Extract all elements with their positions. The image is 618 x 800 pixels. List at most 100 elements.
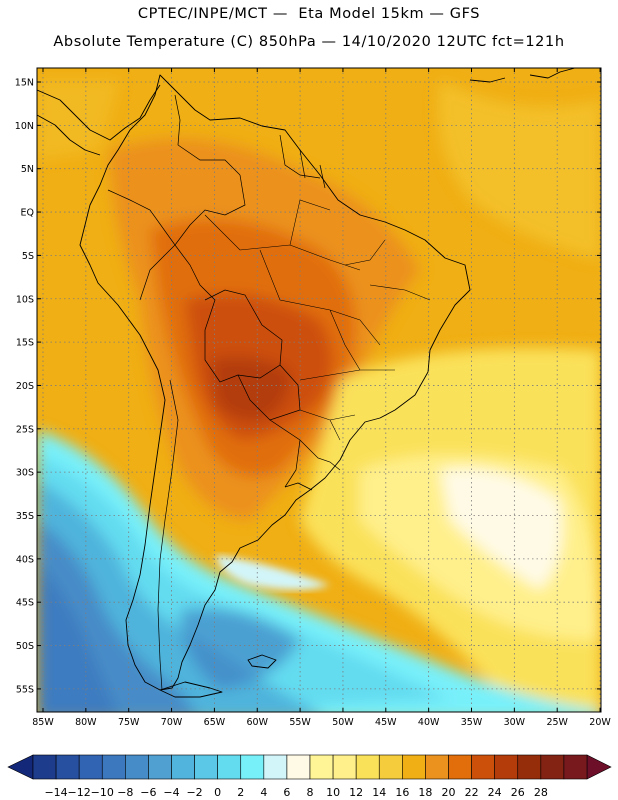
latitude-labels: 15N 10N 5N EQ 5S 10S 15S 20S 25S 30S 35S 40S 45S 50S 5… [15,78,34,696]
latitude-label: 40S [16,554,34,565]
border-peru-brazil [174,244,216,331]
longitude-label: 20W [589,717,611,728]
colorbar-swatch [240,754,265,780]
field-patch-neg8 [37,560,117,712]
map-title-variable: Absolute Temperature (C) 850hPa — 14/10/… [53,34,565,50]
field-patch-6 [215,555,330,590]
longitude-label: 40W [418,717,440,728]
colorbar-swatch [55,754,80,780]
longitude-label: 75W [118,717,140,728]
border-argentina-brazil-uruguay [269,419,341,488]
caribbean-islands [469,68,576,83]
colorbar-swatch [355,754,380,780]
latitude-label: 15N [15,78,34,89]
colorbar-swatch [448,754,472,780]
latitude-label: 50S [16,641,34,652]
colorbar-swatch [332,754,357,780]
field-patch-16b [37,80,120,160]
colorbar-swatch [471,754,495,780]
longitude-label: 55W [289,717,311,728]
colorbar-label: 22 [465,786,479,799]
border-brazil-states [204,199,431,441]
latitude-label: 20S [16,381,34,392]
latitude-label: 55S [16,684,34,695]
plot-frame [36,67,602,713]
river-plate [284,482,313,491]
border-venezuela-colombia [174,94,241,176]
field-patch-8 [440,468,563,590]
colorbar-swatch [148,754,172,780]
country-borders [107,94,431,691]
colorbar-label: 20 [442,786,456,799]
longitude-label: 45W [375,717,397,728]
colorbar-swatch [171,754,195,780]
latitude-label: 35S [16,511,34,522]
border-paraguay [237,364,301,421]
colorbar-swatch [101,754,126,780]
map-title-model: CPTEC/INPE/MCT — Eta Model 15km — GFS [137,6,481,22]
colorbar-label: 2 [237,786,244,799]
colorbar-swatch [540,754,565,780]
colorbar-label: 28 [534,786,548,799]
south-america-coastline [79,74,471,691]
central-america-coastline [37,84,161,141]
colorbar-label: 12 [349,786,363,799]
falklands [247,654,277,669]
colorbar-label: −2 [186,786,202,799]
colorbar-label: 24 [488,786,502,799]
colorbar-swatch [494,754,519,780]
colorbar-label: 18 [418,786,432,799]
latitude-label: 15S [16,338,34,349]
colorbar-label: 8 [307,786,314,799]
tick-marks [37,68,601,712]
colorbar-swatch [194,754,218,780]
colorbar-label: 10 [326,786,340,799]
longitude-label: 35W [461,717,483,728]
colorbar-swatch [217,754,242,780]
colorbar-swatch [125,754,149,780]
longitude-label: 85W [32,717,54,728]
longitude-label: 60W [247,717,269,728]
colorbar-swatch [286,754,311,780]
colorbar-right-arrow [586,754,612,780]
border-brazil-north [174,174,246,246]
temperature-field [37,68,601,712]
border-chile-argentina [157,379,179,691]
latitude-label: 10N [15,121,34,132]
graticule [37,68,601,712]
colorbar-swatch [402,754,426,780]
colorbar-swatch [425,754,449,780]
colorbar-swatch [32,754,57,780]
colorbar-label: 0 [214,786,221,799]
longitude-label: 50W [332,717,354,728]
longitude-label: 70W [161,717,183,728]
latitude-label: 5N [21,164,34,175]
colorbar-swatch [309,754,334,780]
colorbar-left-arrow [7,754,34,780]
latitude-label: 5S [22,251,34,262]
border-colombia-ecuador-peru [107,189,176,301]
border-guianas [279,134,326,189]
latitude-label: 25S [16,424,34,435]
colorbar-label: −14 [44,786,67,799]
colorbar-label: 14 [372,786,386,799]
field-patch-neg6 [180,608,300,690]
colorbar-swatch [78,754,103,780]
longitude-label: 25W [546,717,568,728]
latitude-label: 45S [16,598,34,609]
colorbar-label: −12 [68,786,91,799]
field-patch-24 [210,356,291,421]
colorbar-swatch [563,754,588,780]
colorbar-label: 16 [395,786,409,799]
colorbar-swatch [517,754,542,780]
tierra-del-fuego [159,681,223,698]
latitude-label: 10S [16,294,34,305]
longitude-label: 30W [504,717,526,728]
colorbar-label: −4 [163,786,179,799]
colorbar-swatch [263,754,288,780]
colorbar-label: 26 [511,786,525,799]
colorbar-label: −8 [117,786,133,799]
colorbar: −14 −12 −10 −8 −6 −4 −2 0 2 4 6 8 10 12 14 16 18 20 22 24 26… [7,754,612,799]
colorbar-label: −10 [91,786,114,799]
